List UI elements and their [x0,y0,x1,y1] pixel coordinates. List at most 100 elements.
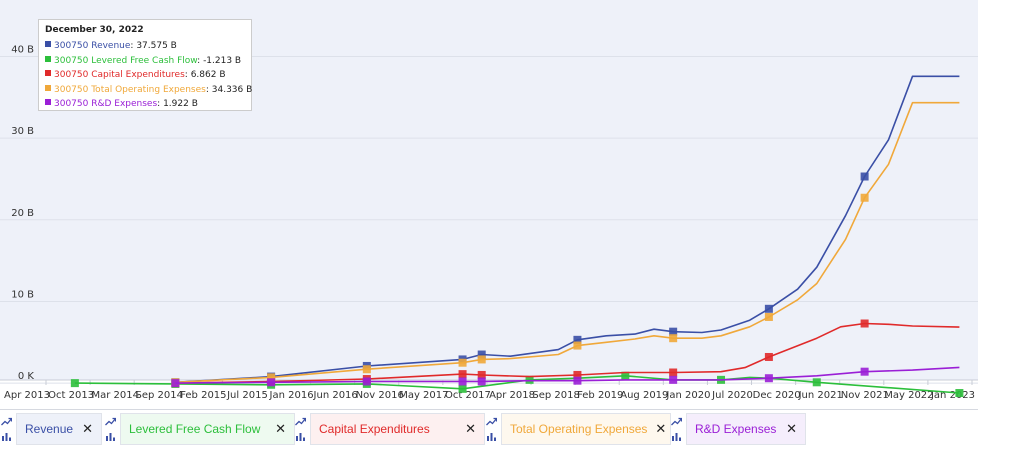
tooltip-row: 300750 Total Operating Expenses: 34.336 … [45,83,252,98]
data-point-marker[interactable] [621,371,630,380]
data-point-marker[interactable] [171,379,180,388]
tooltip-swatch [45,41,51,47]
data-point-marker[interactable] [573,376,582,385]
tooltip-value: 37.575 B [136,41,177,51]
data-point-marker[interactable] [267,373,276,382]
data-point-marker[interactable] [860,319,869,328]
legend-item: Revenue ✕ [0,410,102,446]
bar-chart-icon[interactable] [295,432,305,441]
data-point-marker[interactable] [458,384,467,393]
tooltip-value: -1.213 B [203,55,242,66]
legend-chip[interactable]: Revenue ✕ [16,413,102,445]
data-point-marker[interactable] [477,355,486,364]
data-point-marker[interactable] [860,367,869,376]
data-point-marker[interactable] [477,350,486,359]
data-point-marker[interactable] [764,312,773,321]
tooltip-row: 300750 Revenue: 37.575 B [45,39,245,54]
y-tick-label: 30 B [11,126,34,137]
line-chart-icon[interactable] [295,417,306,426]
x-tick-label: Jan 2023 [930,390,975,401]
data-point-marker[interactable] [573,335,582,344]
data-point-marker[interactable] [458,358,467,367]
x-tick-label: Jan 2016 [269,390,314,401]
legend-chip[interactable]: Capital Expenditures ✕ [310,413,485,445]
legend-label[interactable]: R&D Expenses [695,422,777,436]
data-point-marker[interactable] [669,327,678,336]
data-point-marker[interactable] [477,377,486,386]
tooltip-swatch [45,70,51,77]
y-tick-label: 20 B [11,208,34,219]
data-point-marker[interactable] [525,375,534,384]
bar-chart-icon[interactable] [105,432,115,441]
x-tick-label: Jun 2016 [313,390,358,401]
data-point-marker[interactable] [669,334,678,343]
x-tick-label: May 2022 [884,390,933,401]
legend-chip[interactable]: Levered Free Cash Flow ✕ [120,413,295,445]
series-line-r-d-expenses[interactable] [175,366,960,384]
x-tick-label: Nov 2016 [356,390,404,401]
data-point-marker[interactable] [764,374,773,383]
bar-chart-icon[interactable] [671,432,681,441]
remove-series-icon[interactable]: ✕ [82,421,93,436]
line-chart-icon[interactable] [105,417,116,426]
y-tick-label: 0 K [18,371,35,382]
legend-label[interactable]: Total Operating Expenses [510,422,648,436]
tooltip-separator: : [205,84,212,95]
data-point-marker[interactable] [669,368,678,377]
data-point-marker[interactable] [458,370,467,379]
data-point-marker[interactable] [362,377,371,386]
data-point-marker[interactable] [955,389,964,398]
data-point-marker[interactable] [573,341,582,350]
data-point-marker[interactable] [477,370,486,379]
x-tick-label: Feb 2015 [180,390,226,401]
x-tick-label: Mar 2014 [91,390,139,401]
legend-item: Total Operating Expenses ✕ [485,410,671,446]
data-point-marker[interactable] [860,172,869,181]
legend-label[interactable]: Capital Expenditures [319,422,430,436]
remove-series-icon[interactable]: ✕ [655,421,667,436]
line-chart-icon[interactable] [1,417,12,426]
data-point-marker[interactable] [860,193,869,202]
data-point-marker[interactable] [764,352,773,361]
series-line-total-operating-expenses[interactable] [175,101,960,384]
tooltip-value: 34.336 B [211,84,253,95]
chart-type-icons [104,410,118,446]
tooltip-separator: : [184,70,191,81]
chart-type-icons [670,410,684,446]
x-tick-label: Oct 2013 [48,390,94,401]
line-chart-icon[interactable] [486,417,497,426]
legend-chip[interactable]: Total Operating Expenses ✕ [501,413,671,445]
legend-label[interactable]: Revenue [25,422,74,436]
remove-series-icon[interactable]: ✕ [275,421,286,436]
legend-item: Levered Free Cash Flow ✕ [104,410,295,446]
x-tick-label: May 2017 [399,390,448,401]
tooltip-value: 1.922 B [163,99,198,110]
data-point-marker[interactable] [267,378,276,387]
x-tick-label: Nov 2021 [841,390,889,401]
data-point-marker[interactable] [458,377,467,386]
remove-series-icon[interactable]: ✕ [786,421,797,436]
legend-item: Capital Expenditures ✕ [294,410,485,446]
data-point-marker[interactable] [70,379,79,388]
data-point-marker[interactable] [812,378,821,387]
tooltip-date: December 30, 2022 [45,25,144,35]
chart-type-icons [0,410,14,446]
tooltip-separator: : [157,99,164,110]
data-point-marker[interactable] [362,365,371,374]
data-point-marker[interactable] [669,375,678,384]
data-point-marker[interactable] [573,370,582,379]
series-line-revenue[interactable] [175,75,960,384]
data-point-marker[interactable] [764,304,773,313]
legend-label[interactable]: Levered Free Cash Flow [129,422,261,436]
chart-type-icons [485,410,499,446]
bar-chart-icon[interactable] [486,432,496,441]
tooltip-row: 300750 Capital Expenditures: 6.862 B [45,68,245,83]
x-tick-label: Jul 2020 [711,390,753,401]
x-tick-label: Dec 2020 [753,390,801,401]
legend-chip[interactable]: R&D Expenses ✕ [686,413,806,445]
line-chart-icon[interactable] [671,417,682,426]
bar-chart-icon[interactable] [1,432,11,441]
remove-series-icon[interactable]: ✕ [465,421,476,436]
x-tick-label: Jan 2020 [665,390,710,401]
